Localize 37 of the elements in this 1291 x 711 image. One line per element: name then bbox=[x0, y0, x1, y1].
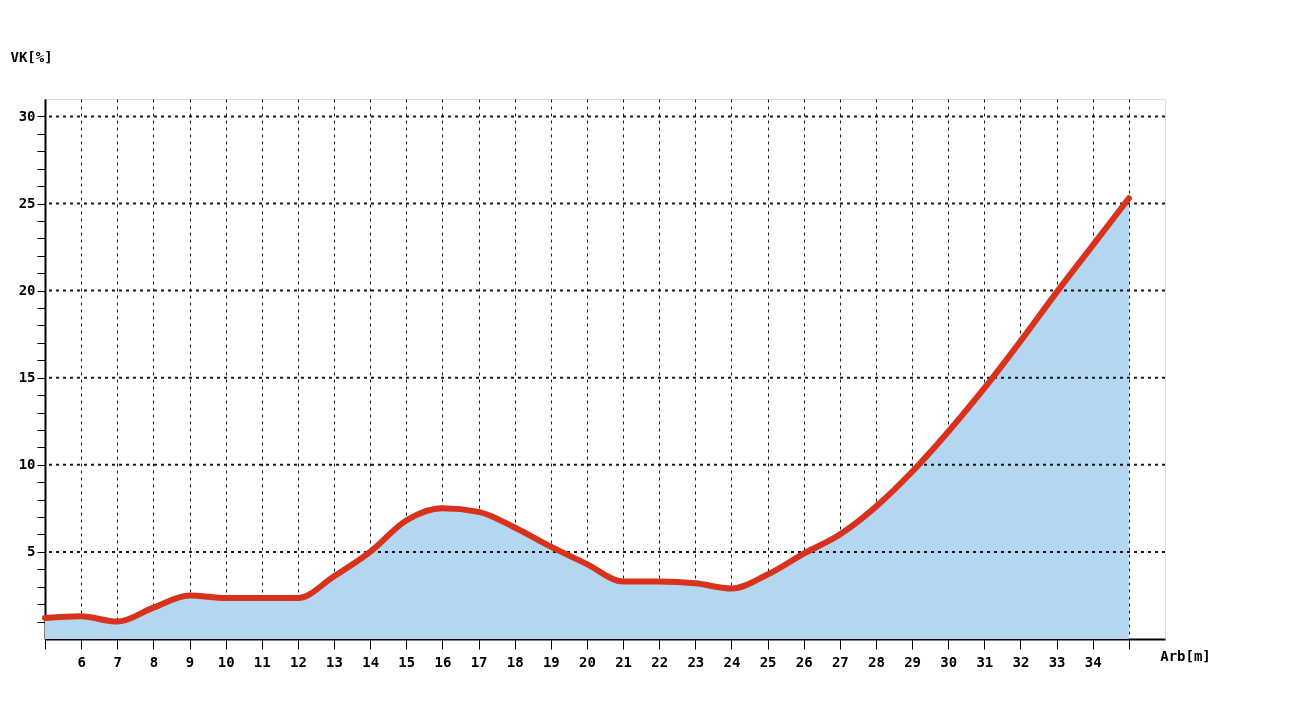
x-tick-label: 20 bbox=[579, 653, 596, 670]
x-tick-label: 32 bbox=[1012, 653, 1030, 670]
y-tick-label: 30 bbox=[18, 107, 36, 124]
x-tick-label: 22 bbox=[651, 653, 669, 670]
y-axis-title: VK[%] bbox=[10, 48, 53, 65]
x-tick-label: 30 bbox=[940, 653, 958, 670]
y-tick-label: 15 bbox=[18, 369, 36, 386]
y-tick-label: 10 bbox=[18, 456, 36, 473]
x-tick-label: 26 bbox=[795, 653, 813, 670]
x-tick-label: 8 bbox=[149, 653, 159, 670]
x-tick-label: 23 bbox=[687, 653, 705, 670]
x-tick-label: 9 bbox=[185, 653, 195, 670]
x-tick-label: 17 bbox=[470, 653, 488, 670]
x-tick-label: 27 bbox=[831, 653, 849, 670]
x-tick-label: 25 bbox=[759, 653, 777, 670]
x-tick-label: 19 bbox=[542, 653, 560, 670]
x-tick-label: 34 bbox=[1084, 653, 1102, 670]
x-tick-label: 21 bbox=[615, 653, 632, 670]
x-tick-label: 11 bbox=[253, 653, 271, 670]
x-tick-label: 24 bbox=[723, 653, 741, 670]
x-axis-title: Arb[m] bbox=[1160, 647, 1211, 664]
x-tick-label: 16 bbox=[434, 653, 452, 670]
x-tick-label: 31 bbox=[976, 653, 994, 670]
x-tick-label: 15 bbox=[398, 653, 416, 670]
x-tick-label: 6 bbox=[77, 653, 86, 670]
y-tick-label: 20 bbox=[18, 282, 36, 299]
y-tick-label: 5 bbox=[27, 543, 36, 560]
x-tick-label: 12 bbox=[289, 653, 307, 670]
x-tick-label: 10 bbox=[217, 653, 235, 670]
y-tick-label: 25 bbox=[18, 195, 36, 212]
x-tick-label: 28 bbox=[868, 653, 885, 670]
x-tick-label: 14 bbox=[362, 653, 380, 670]
x-tick-label: 13 bbox=[326, 653, 343, 670]
x-tick-label: 33 bbox=[1048, 653, 1066, 670]
x-tick-label: 7 bbox=[113, 653, 122, 670]
x-tick-label: 18 bbox=[506, 653, 524, 670]
x-tick-label: 29 bbox=[904, 653, 922, 670]
